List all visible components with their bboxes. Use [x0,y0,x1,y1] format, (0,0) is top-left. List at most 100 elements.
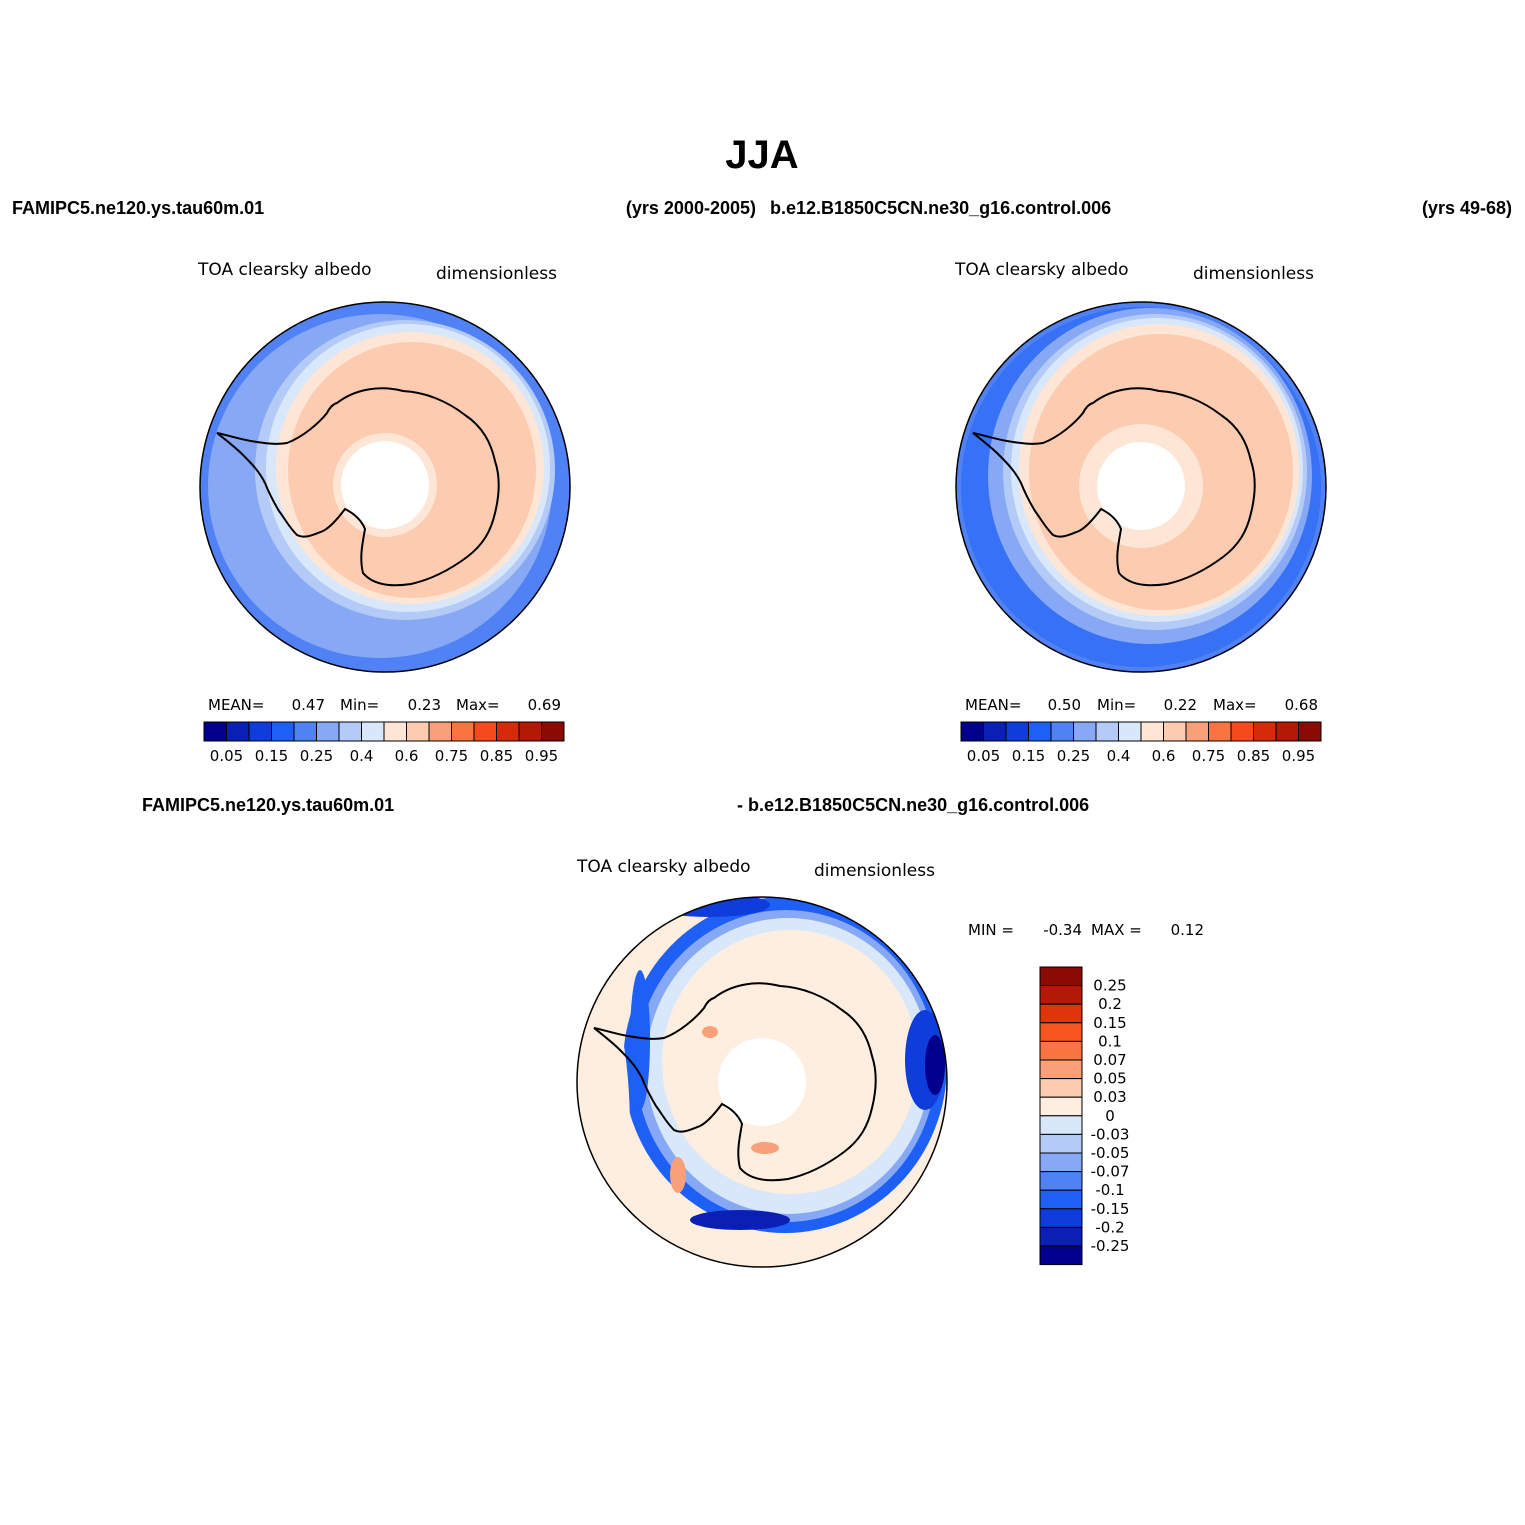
colorbar-swatch [1230,721,1254,742]
colorbar-tick-label: 0.25 [1057,747,1090,765]
panel-c-min-label: MIN = [968,921,1014,939]
polar-map-a [200,302,570,672]
map-boundary-b [955,301,1327,673]
colorbar-tick-label: -0.15 [1091,1200,1130,1218]
colorbar-tick-label: 0.85 [1237,747,1270,765]
colorbar-tick-label: 0.4 [350,747,374,765]
polar-map-b [956,302,1326,672]
colorbar-swatch [1039,1208,1083,1228]
colorbar-tick-label: 0.95 [1282,747,1315,765]
colorbar-swatch [1163,721,1187,742]
colorbar-tick-label: 0.15 [1012,747,1045,765]
panel-b-min: 0.22 [1164,696,1197,714]
colorbar-swatch [1073,721,1097,742]
colorbar-swatch [1039,1171,1083,1191]
colorbar-tick-label: 0.05 [967,747,1000,765]
colorbar-tick-label: 0.75 [435,747,468,765]
colorbar-tick-label: 0.05 [210,747,243,765]
colorbar-swatch [1140,721,1164,742]
colorbar-swatch [496,721,520,742]
colorbar-swatch [361,721,385,742]
colorbar-swatch [1208,721,1232,742]
colorbar-swatch [1039,1115,1083,1135]
colorbar-tick-label: 0.95 [525,747,558,765]
colorbar-tick-label: 0.75 [1192,747,1225,765]
colorbar-swatch [1039,1189,1083,1210]
colorbar-swatch [338,721,362,742]
colorbar-swatch [226,721,250,742]
colorbar-tick-label: 0.85 [480,747,513,765]
colorbar-tick-label: 0.03 [1093,1088,1126,1106]
colorbar-tick-label: 0.2 [1098,995,1122,1013]
panel-b-mean: 0.50 [1048,696,1081,714]
colorbar-tick-label: -0.25 [1091,1237,1130,1255]
colorbar-a: 0.05 0.15 0.25 0.4 0.6 0.75 0.85 0.95 [203,721,565,765]
colorbar-swatch [316,721,340,742]
panel-b-variable: TOA clearsky albedo [954,260,1129,280]
panel-c-max: 0.12 [1171,921,1204,939]
panel-a-min-label: Min= [340,696,379,714]
colorbar-swatch [1039,1226,1083,1247]
panel-c-units: dimensionless [814,861,935,881]
colorbar-swatch [383,721,407,742]
colorbar-swatch [1039,1040,1083,1061]
colorbar-swatch [518,721,542,742]
panel-case-b: TOA clearsky albedo dimensionless MEAN= … [954,260,1327,765]
colorbar-swatch [1039,985,1083,1005]
panel-a-max-label: Max= [456,696,500,714]
colorbar-swatch [1050,721,1074,742]
colorbar-swatch [1028,721,1052,742]
colorbar-swatch [1039,1096,1083,1117]
case-a-years: (yrs 2000-2005) [626,198,756,218]
panel-b-mean-label: MEAN= [965,696,1021,714]
case-b-name: b.e12.B1850C5CN.ne30_g16.control.006 [770,198,1111,218]
colorbar-swatch [451,721,475,742]
colorbar-swatch [1039,1133,1083,1154]
colorbar-swatch [1118,721,1142,742]
panel-c-max-label: MAX = [1091,921,1142,939]
colorbar-swatch [1253,721,1277,742]
panel-a-variable: TOA clearsky albedo [197,260,372,280]
colorbar-tick-label: 0.1 [1098,1032,1122,1050]
colorbar-swatch [428,721,452,742]
colorbar-diff: 0.250.20.150.10.070.050.030-0.03-0.05-0.… [1039,966,1130,1266]
map-boundary-a [199,301,571,673]
colorbar-tick-label: 0.25 [300,747,333,765]
panel-a-mean-label: MEAN= [208,696,264,714]
colorbar-swatch [271,721,295,742]
panel-c-min: -0.34 [1043,921,1082,939]
colorbar-b: 0.05 0.15 0.25 0.4 0.6 0.75 0.85 0.95 [960,721,1322,765]
colorbar-swatch [1039,1003,1083,1024]
colorbar-swatch [1039,966,1083,987]
panel-a-mean: 0.47 [292,696,325,714]
colorbar-tick-label: 0.4 [1107,747,1131,765]
colorbar-tick-label: -0.1 [1095,1181,1124,1199]
colorbar-tick-label: 0 [1105,1107,1115,1125]
colorbar-tick-label: 0.6 [1152,747,1176,765]
colorbar-swatch [1185,721,1209,742]
panel-a-min: 0.23 [408,696,441,714]
panel-difference: TOA clearsky albedo dimensionless MIN [576,857,1204,1268]
panel-c-variable: TOA clearsky albedo [576,857,751,877]
figure-title: JJA [725,133,798,177]
colorbar-tick-label: 0.07 [1093,1051,1126,1069]
colorbar-tick-label: 0.05 [1093,1070,1126,1088]
colorbar-swatch [960,721,984,742]
colorbar-tick-label: 0.25 [1093,977,1126,995]
panel-a-units: dimensionless [436,264,557,284]
colorbar-swatch [1298,721,1322,742]
colorbar-swatch [248,721,272,742]
panel-b-min-label: Min= [1097,696,1136,714]
diff-right-case: - b.e12.B1850C5CN.ne30_g16.control.006 [737,795,1089,815]
colorbar-swatch [1095,721,1119,742]
panel-a-max: 0.69 [528,696,561,714]
map-boundary-diff [576,896,948,1268]
colorbar-swatch [1039,1152,1083,1173]
colorbar-swatch [1275,721,1299,742]
panel-b-units: dimensionless [1193,264,1314,284]
colorbar-swatch [1005,721,1029,742]
panel-b-max: 0.68 [1285,696,1318,714]
colorbar-swatch [293,721,317,742]
case-a-name: FAMIPC5.ne120.ys.tau60m.01 [12,198,264,218]
colorbar-tick-label: 0.6 [395,747,419,765]
